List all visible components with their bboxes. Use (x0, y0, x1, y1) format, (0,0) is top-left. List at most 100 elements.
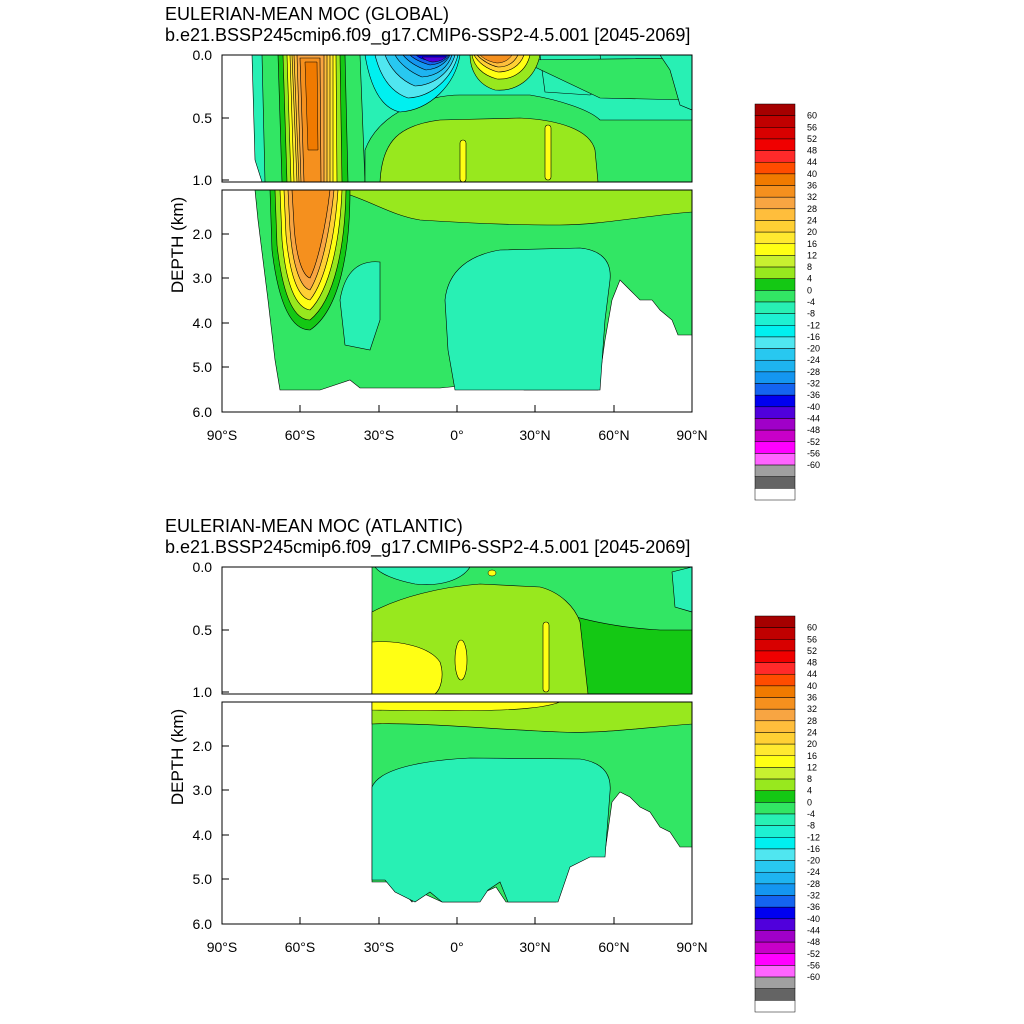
colorbar-box (754, 941, 796, 955)
y-tick-label: 6.0 (193, 916, 213, 932)
colorbar-label: 20 (807, 227, 817, 237)
colorbar-box (754, 1000, 796, 1013)
colorbar-box (754, 255, 796, 268)
y-tick-label: 3.0 (193, 270, 213, 286)
colorbar-label: -56 (807, 448, 820, 458)
colorbar-box (754, 220, 796, 233)
y-tick-label: 4.0 (193, 315, 213, 331)
colorbar-label: -52 (807, 949, 820, 959)
colorbar-box (754, 778, 796, 791)
y-tick-label: 1.0 (193, 172, 213, 188)
colorbar: 60565248444036322824201612840-4-8-12-16-… (754, 615, 820, 1013)
colorbar-box (754, 429, 796, 443)
colorbar-label: 24 (807, 727, 817, 737)
x-tick-label: 0° (450, 427, 463, 443)
colorbar-label: 60 (807, 111, 817, 121)
colorbar-label: 4 (807, 274, 812, 284)
colorbar-box (754, 371, 796, 384)
colorbar-box (754, 837, 796, 850)
colorbar-label: -44 (807, 413, 820, 423)
colorbar-label: -20 (807, 856, 820, 866)
colorbar-box (754, 755, 796, 768)
y-tick-label: 1.0 (193, 684, 213, 700)
colorbar-label: -48 (807, 937, 820, 947)
x-tick-label: 30°N (519, 939, 550, 955)
colorbar-label: -24 (807, 355, 820, 365)
colorbar-label: -36 (807, 902, 820, 912)
chart-title: EULERIAN-MEAN MOC (GLOBAL) (165, 4, 450, 24)
colorbar-label: -4 (807, 809, 815, 819)
colorbar-label: 60 (807, 623, 817, 633)
colorbar: 60565248444036322824201612840-4-8-12-16-… (754, 103, 820, 501)
colorbar-box (754, 103, 796, 116)
y-tick-label: 2.0 (193, 738, 213, 754)
colorbar-box (754, 825, 796, 838)
x-tick-label: 60°N (598, 939, 629, 955)
colorbar-label: 32 (807, 704, 817, 714)
colorbar-box (754, 639, 796, 652)
x-axis: 90°S 60°S 30°S 0° 30°N 60°N 90°N (207, 405, 708, 443)
colorbar-label: 28 (807, 204, 817, 214)
x-tick-label: 90°S (207, 939, 238, 955)
colorbar-label: 0 (807, 797, 812, 807)
atlantic-moc-panel: EULERIAN-MEAN MOC (ATLANTIC) b.e21.BSSP2… (0, 512, 1024, 1024)
colorbar-box (754, 848, 796, 861)
colorbar-label: 48 (807, 658, 817, 668)
colorbar-label: -4 (807, 297, 815, 307)
colorbar-label: 0 (807, 285, 812, 295)
atlantic-upper-contours (222, 567, 692, 694)
colorbar-box (754, 394, 796, 408)
colorbar-label: -32 (807, 379, 820, 389)
colorbar-box (754, 813, 796, 826)
colorbar-label: 36 (807, 693, 817, 703)
colorbar-box (754, 418, 796, 431)
colorbar-label: -8 (807, 821, 815, 831)
colorbar-box (754, 662, 796, 675)
colorbar-boxes (754, 103, 796, 501)
colorbar-label: 16 (807, 751, 817, 761)
colorbar-box (754, 464, 796, 477)
colorbar-box (754, 336, 796, 349)
colorbar-box (754, 196, 796, 210)
y-axis: 0.0 0.5 1.0 2.0 3.0 4.0 5.0 6.0 DEPTH (k… (168, 47, 229, 420)
y-tick-label: 2.0 (193, 226, 213, 242)
colorbar-box (754, 266, 796, 279)
y-axis-title: DEPTH (km) (168, 197, 187, 293)
atlantic-lower-contours (222, 702, 692, 924)
colorbar-box (754, 965, 796, 978)
colorbar-label: 24 (807, 215, 817, 225)
colorbar-box (754, 138, 796, 151)
colorbar-box (754, 488, 796, 501)
colorbar-label: 44 (807, 669, 817, 679)
y-tick-label: 5.0 (193, 359, 213, 375)
colorbar-box (754, 767, 796, 780)
colorbar-label: -56 (807, 960, 820, 970)
colorbar-box (754, 150, 796, 163)
colorbar-label: 52 (807, 134, 817, 144)
colorbar-box (754, 895, 796, 908)
colorbar-label: -40 (807, 402, 820, 412)
colorbar-label: 48 (807, 146, 817, 156)
colorbar-label: 12 (807, 762, 817, 772)
x-tick-label: 60°S (285, 427, 316, 443)
colorbar-label: 36 (807, 181, 817, 191)
colorbar-box (754, 918, 796, 931)
colorbar-box (754, 743, 796, 757)
colorbar-label: -28 (807, 879, 820, 889)
x-tick-label: 30°S (364, 427, 395, 443)
colorbar-label: -12 (807, 832, 820, 842)
y-tick-label: 5.0 (193, 871, 213, 887)
chart-title: EULERIAN-MEAN MOC (ATLANTIC) (165, 516, 463, 536)
colorbar-box (754, 697, 796, 710)
x-tick-label: 30°S (364, 939, 395, 955)
x-tick-label: 0° (450, 939, 463, 955)
colorbar-label: -36 (807, 390, 820, 400)
colorbar-label: -8 (807, 309, 815, 319)
y-tick-label: 4.0 (193, 827, 213, 843)
y-tick-label: 0.0 (193, 559, 213, 575)
colorbar-label: 40 (807, 169, 817, 179)
colorbar-box (754, 278, 796, 291)
colorbar-box (754, 185, 796, 198)
colorbar-box (754, 732, 796, 745)
colorbar-label: 8 (807, 262, 812, 272)
